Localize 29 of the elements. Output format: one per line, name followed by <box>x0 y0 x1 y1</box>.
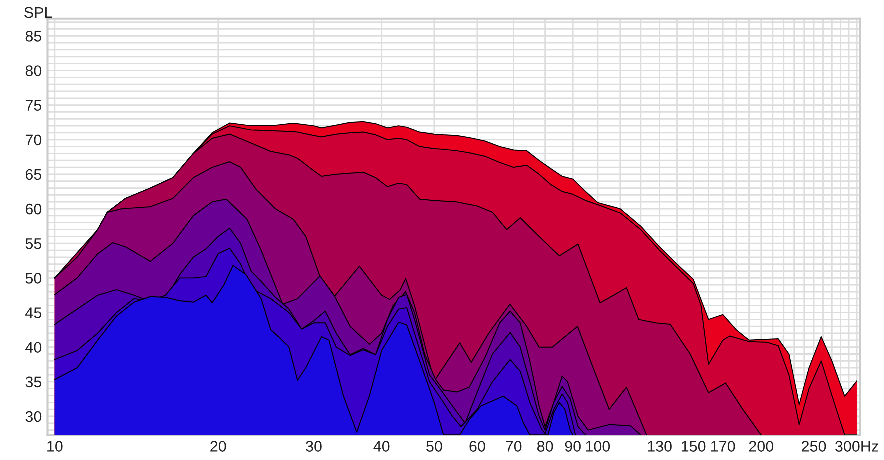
x-tick-label: 130 <box>648 441 672 452</box>
x-tick-label: 50 <box>426 441 442 452</box>
y-tick-label: 75 <box>26 100 42 111</box>
x-tick-label: 10 <box>48 441 63 452</box>
y-tick-label: 40 <box>26 342 42 354</box>
x-tick-label: 30 <box>306 441 322 452</box>
x-tick-label: 20 <box>210 441 226 452</box>
x-tick-label: 300Hz <box>836 441 878 452</box>
y-axis-title: SPL <box>24 7 52 18</box>
y-tick-label: 80 <box>26 66 42 76</box>
x-tick-label: 250 <box>802 441 826 452</box>
y-tick-label: 30 <box>26 411 42 422</box>
y-tick-label: 60 <box>26 204 42 215</box>
x-tick-label: 200 <box>749 441 774 452</box>
y-tick-label: 85 <box>26 31 42 42</box>
x-tick-label: 40 <box>374 441 390 452</box>
x-tick-label: 150 <box>682 441 706 452</box>
x-tick-label: 80 <box>537 441 554 452</box>
x-tick-label: 100 <box>586 441 610 452</box>
y-tick-label: 65 <box>26 169 42 180</box>
y-tick-label: 70 <box>26 134 42 146</box>
y-tick-label: 35 <box>26 376 42 388</box>
y-tick-label: 50 <box>26 273 42 284</box>
x-tick-label: 170 <box>711 441 736 452</box>
x-tick-label: 60 <box>470 441 486 452</box>
y-tick-label: 55 <box>26 238 42 250</box>
y-tick-label: 45 <box>26 308 42 318</box>
x-tick-label: 90 <box>565 441 581 452</box>
x-tick-label: 70 <box>506 441 522 452</box>
